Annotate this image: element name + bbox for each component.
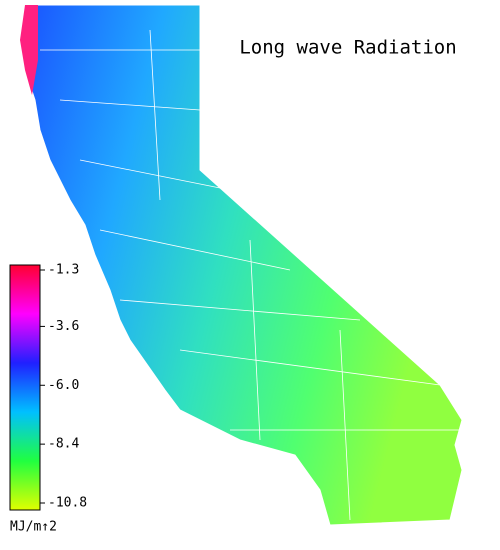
colorbar-tick-label: -3.6: [48, 319, 79, 334]
colorbar-tick-label: -1.3: [48, 263, 79, 278]
county-lines: [40, 29, 460, 521]
colorbar-tick-label: -6.0: [48, 378, 79, 393]
coast-highlight: [20, 5, 38, 95]
california-map: [19, 4, 463, 526]
colorbar-scale: [9, 264, 41, 511]
colorbar: -1.3 -3.6 -6.0 -8.4 -10.8: [9, 263, 87, 511]
map-title: Long wave Radiation: [239, 37, 456, 59]
colorbar-tick-label: -10.8: [48, 496, 87, 511]
colorbar-tick-label: -8.4: [48, 437, 79, 452]
colorbar-unit: MJ/m↑2: [10, 520, 57, 535]
